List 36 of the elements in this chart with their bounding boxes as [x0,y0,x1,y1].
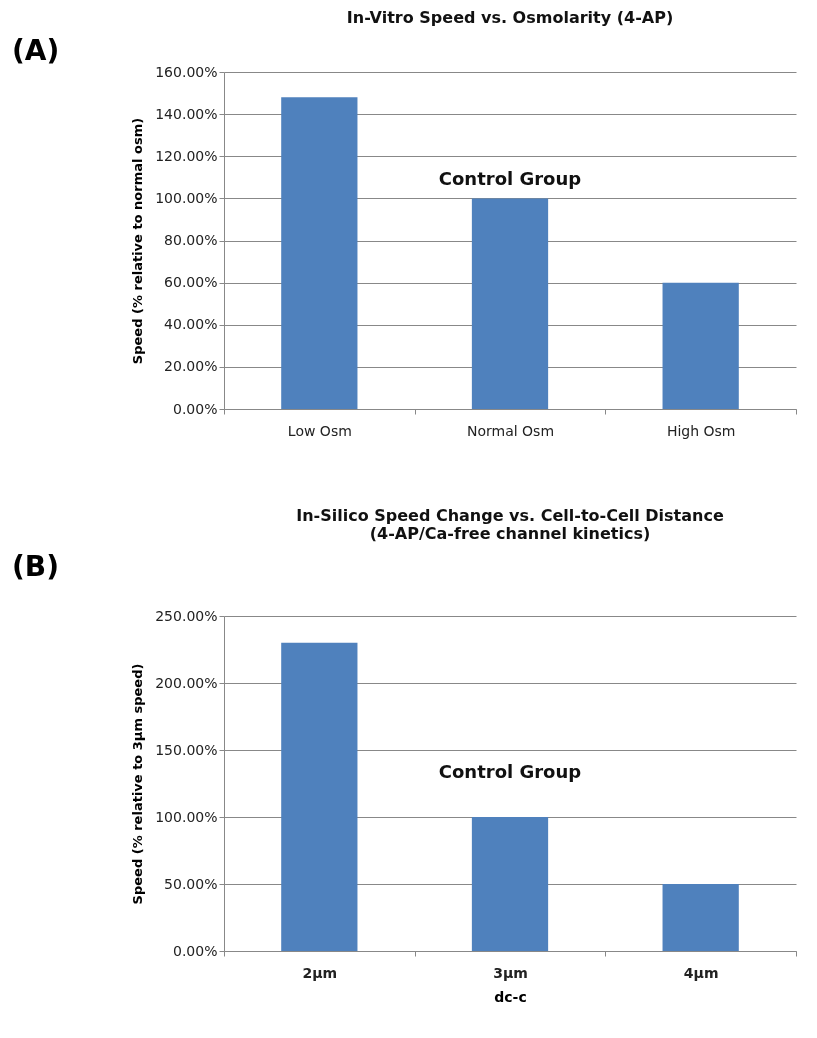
x-tick-label: Normal Osm [466,422,555,439]
y-tick-label: 250.00% [155,607,218,624]
y-tick-label: 200.00% [155,674,218,691]
x-tick-label: High Osm [666,422,736,439]
annotation: Control Group [438,761,582,783]
y-tick-label: 140.00% [155,105,218,122]
y-tick-label: 100.00% [155,808,218,825]
y-tick-label: 160.00% [155,63,218,80]
annotation: Control Group [438,167,582,189]
y-tick-label: 40.00% [164,316,218,333]
chart-title: In-Silico Speed Change vs. Cell-to-Cell Distance (4-AP/Ca-free channel kinetics) [296,506,724,543]
y-tick-label: 0.00% [173,942,218,959]
chart-title: In-Vitro Speed vs. Osmolarity (4-AP) [346,8,674,27]
text: (A) [12,34,60,67]
bar [281,642,358,951]
text: (B) [12,550,59,583]
y-tick-label: 60.00% [164,274,218,291]
y-tick-label: 0.00% [173,400,218,417]
y-tick-label: 80.00% [164,232,218,248]
y-tick-label: 50.00% [164,875,218,892]
x-tick-label: 3µm [493,964,528,981]
bar [471,817,549,951]
bar [662,282,739,409]
x-tick-label: Low Osm [287,422,352,439]
y-tick-label: 100.00% [155,189,218,206]
bar [471,198,549,409]
y-tick-label: 20.00% [164,358,218,375]
x-tick-label: 4µm [683,964,719,981]
y-axis-title: Speed (% relative to 3µm speed) [130,663,146,905]
y-tick-label: 150.00% [155,741,218,758]
x-axis-title: dc-c [494,988,527,1005]
bar [281,97,358,409]
bar [662,884,739,951]
y-axis-title: Speed (% relative to normal osm) [130,117,146,365]
x-tick-label: 2µm [302,964,338,981]
y-tick-label: 120.00% [155,147,218,164]
